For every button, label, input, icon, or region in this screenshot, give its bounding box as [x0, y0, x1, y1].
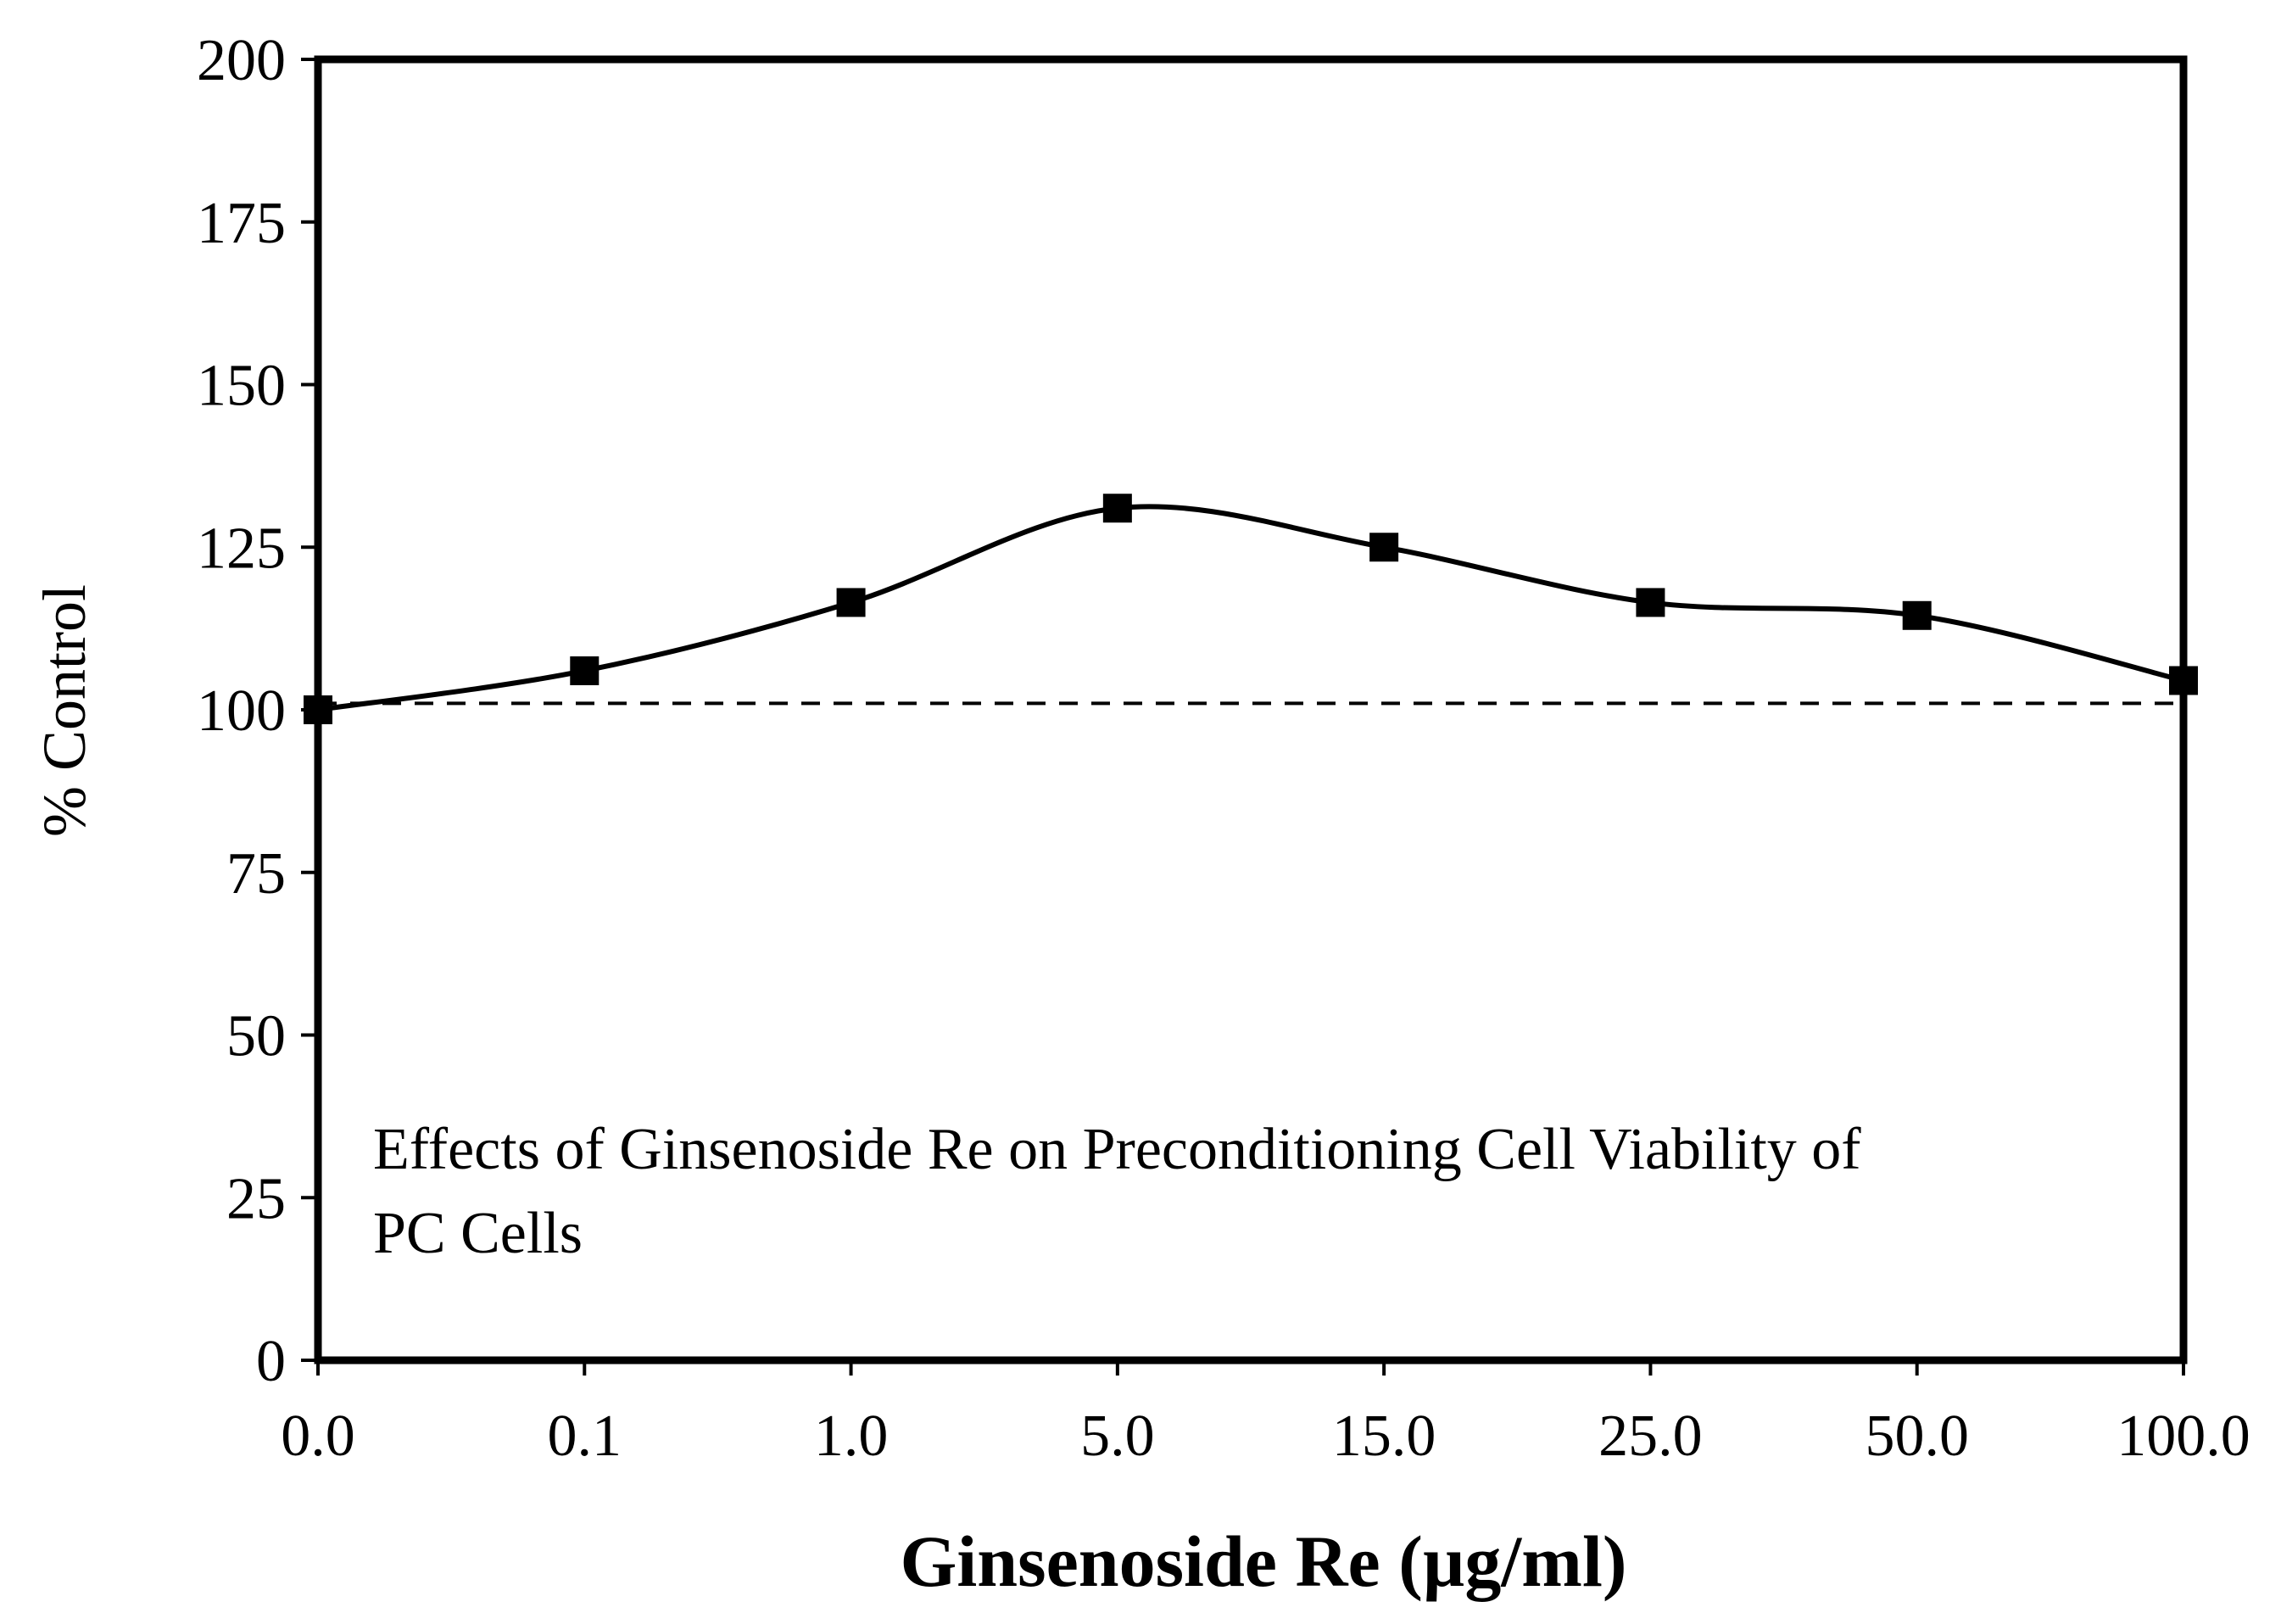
series-line [317, 504, 2184, 712]
y-tick-label: 150 [197, 354, 286, 419]
x-tick-label: 0.0 [281, 1404, 355, 1469]
annotation-line-1: Effects of Ginsenoside Re on Preconditio… [373, 1117, 1861, 1182]
x-tick-label: 5.0 [1080, 1404, 1155, 1469]
y-axis-label: % Control [31, 584, 98, 837]
x-tick-label: 25.0 [1598, 1404, 1703, 1469]
x-tick-label: 0.1 [548, 1404, 622, 1469]
data-point-15.0 [1369, 533, 1399, 562]
x-axis-label: Ginsenoside Re (µg/ml) [901, 1521, 1627, 1602]
x-tick-label: 1.0 [814, 1404, 889, 1469]
annotation-line-2: PC Cells [373, 1201, 583, 1266]
y-axis-ticks: 0 25 50 75 100 125 150 175 200 [197, 28, 318, 1394]
x-tick-label: 50.0 [1865, 1404, 1969, 1469]
x-tick-label: 15.0 [1332, 1404, 1436, 1469]
y-tick-label: 125 [197, 516, 286, 581]
data-point-0.0 [304, 695, 332, 724]
y-tick-label: 50 [226, 1004, 286, 1069]
data-point-25.0 [1636, 588, 1665, 617]
y-tick-label: 75 [226, 841, 286, 907]
y-tick-label: 200 [197, 28, 286, 93]
data-point-5.0 [1102, 494, 1132, 523]
y-tick-label: 0 [256, 1329, 286, 1394]
data-point-1.0 [836, 588, 866, 617]
data-point-50.0 [1902, 600, 1932, 630]
y-tick-label: 25 [226, 1166, 286, 1231]
data-point-100.0 [2169, 666, 2198, 695]
x-tick-label: 100.0 [2116, 1404, 2250, 1469]
y-tick-label: 100 [197, 678, 286, 744]
data-markers [304, 494, 2198, 724]
y-tick-label: 175 [197, 191, 286, 256]
x-axis-ticks: 0.0 0.1 1.0 5.0 15.0 25.0 50.0 100.0 [281, 1360, 2250, 1469]
data-point-0.1 [570, 656, 600, 685]
